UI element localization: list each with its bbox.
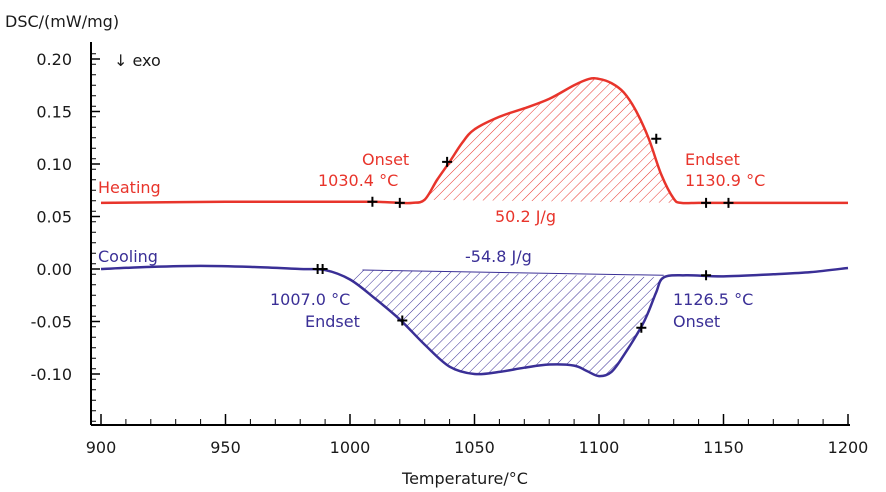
cross-marker: [701, 197, 712, 208]
heating-onset-value: 1030.4 °C: [318, 171, 398, 190]
cooling-peak-area: [350, 269, 664, 377]
y-axis-label: DSC/(mW/mg): [5, 12, 119, 31]
y-tick-label: 0.05: [36, 208, 72, 227]
y-tick-label: -0.05: [31, 313, 72, 332]
y-tick-label: 0.10: [36, 155, 72, 174]
heating-endset-value: 1130.9 °C: [685, 171, 765, 190]
y-tick-label: 0.20: [36, 50, 72, 69]
cooling-baseline: [362, 269, 664, 276]
cross-marker: [651, 133, 662, 144]
x-tick-label: 1050: [454, 438, 495, 457]
cooling-endset-value: 1007.0 °C: [270, 290, 350, 309]
cooling-area-fill: [350, 270, 664, 377]
heating-endset-label: Endset: [685, 150, 740, 169]
x-ticks: 900 950 1000 1050 1100 1150 1200: [86, 414, 869, 457]
curve-markers: [312, 133, 734, 333]
x-axis-label: Temperature/°C: [401, 469, 528, 488]
x-tick-label: 950: [210, 438, 241, 457]
heating-peak-area: [424, 78, 682, 203]
cross-marker: [701, 270, 712, 281]
y-tick-label: 0.15: [36, 103, 72, 122]
y-tick-label: -0.10: [31, 365, 72, 384]
cross-marker: [723, 197, 734, 208]
heating-onset-label: Onset: [362, 150, 409, 169]
x-tick-label: 1150: [703, 438, 744, 457]
cross-marker: [442, 156, 453, 167]
cross-marker: [317, 264, 328, 274]
y-ticks: 0.20 0.15 0.10 0.05 0.00 -0.05 -0.10: [31, 50, 100, 422]
series-label-cooling: Cooling: [98, 247, 158, 266]
x-tick-label: 1000: [330, 438, 371, 457]
x-tick-label: 1100: [579, 438, 620, 457]
cooling-endset-label: Endset: [305, 312, 360, 331]
cooling-area-label: -54.8 J/g: [465, 247, 532, 266]
cooling-onset-label: Onset: [673, 312, 720, 331]
cross-marker: [636, 322, 647, 333]
cross-marker: [394, 197, 405, 208]
x-tick-label: 1200: [828, 438, 869, 457]
heating-area-fill: [424, 78, 682, 203]
cooling-onset-value: 1126.5 °C: [673, 290, 753, 309]
exo-indicator: ↓ exo: [114, 51, 161, 70]
cross-marker: [397, 315, 408, 326]
heating-area-label: 50.2 J/g: [495, 207, 556, 226]
x-tick-label: 900: [86, 438, 117, 457]
cross-marker: [367, 196, 378, 207]
y-tick-label: 0.00: [36, 260, 72, 279]
series-label-heating: Heating: [98, 178, 161, 197]
